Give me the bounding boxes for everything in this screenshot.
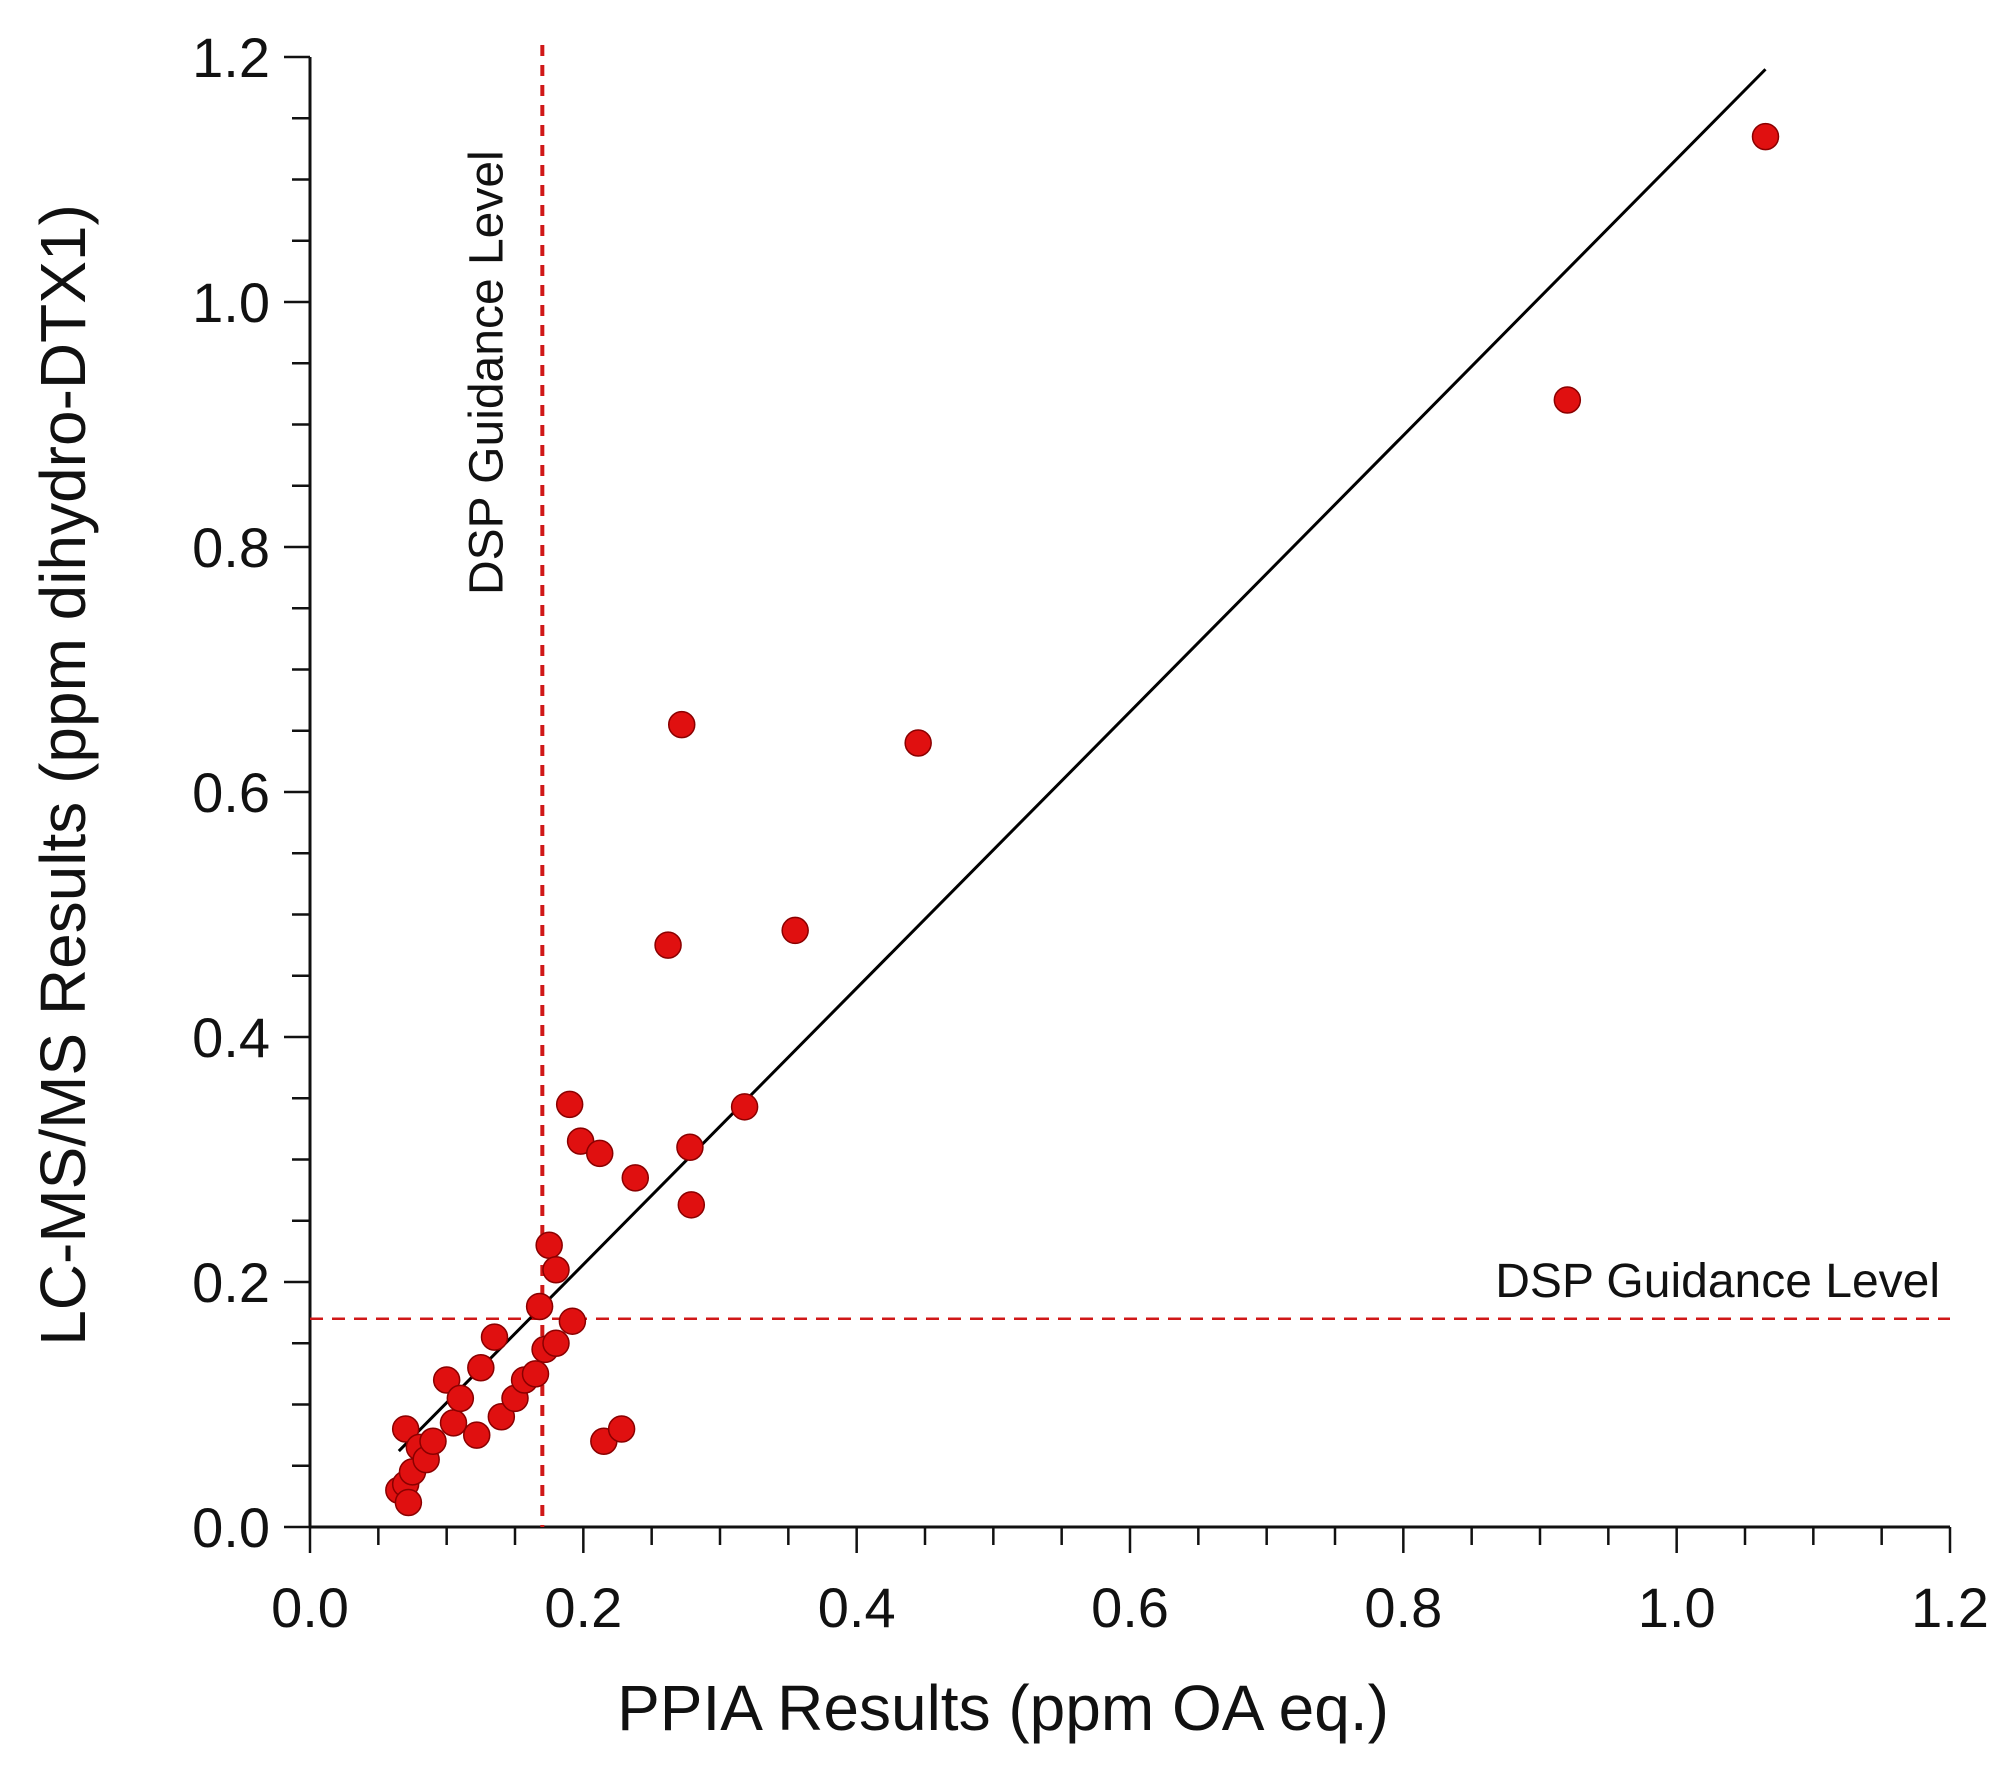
ticks [284, 55, 1952, 1553]
data-point [654, 931, 682, 959]
data-point [525, 1292, 554, 1321]
data-point [480, 1323, 509, 1351]
data-point [462, 1421, 491, 1449]
data-point [446, 1384, 475, 1413]
y-tick-label: 0.2 [192, 1251, 270, 1314]
data-point [521, 1360, 550, 1388]
data-point [607, 1415, 636, 1443]
data-point [730, 1093, 759, 1121]
y-tick-label: 1.2 [192, 26, 270, 89]
y-tick-label: 0.0 [192, 1496, 270, 1559]
guidance-label-vertical: DSP Guidance Level [460, 150, 513, 595]
data-point [677, 1191, 706, 1219]
guidance-label-horizontal: DSP Guidance Level [1495, 1255, 1940, 1308]
x-tick-label: 0.8 [1364, 1576, 1442, 1639]
x-tick-label: 0.2 [544, 1576, 622, 1639]
x-tick-label: 0.4 [818, 1576, 896, 1639]
y-tick-label: 1.0 [192, 271, 270, 334]
x-tick-label: 1.0 [1638, 1576, 1716, 1639]
tick-labels: 0.0 0.2 0.4 0.6 0.8 1.0 1.2 0.0 0.2 0.4 0.6 0.8 1.0 1… [192, 26, 1989, 1639]
y-tick-label: 0.4 [192, 1006, 270, 1069]
data-point [1751, 122, 1780, 151]
y-tick-label: 0.6 [192, 761, 270, 824]
data-point [419, 1427, 447, 1455]
regression-line [397, 68, 1767, 1453]
data-point [1553, 386, 1582, 414]
data-point [391, 1415, 420, 1443]
data-point [487, 1403, 516, 1431]
data-point [555, 1090, 584, 1119]
data-point [535, 1231, 563, 1259]
x-tick-label: 1.2 [1911, 1576, 1989, 1639]
data-point [585, 1139, 614, 1168]
data-point [667, 710, 696, 739]
data-point [676, 1133, 704, 1161]
x-axis-title: PPIA Results (ppm OA eq.) [617, 1672, 1389, 1744]
data-point [558, 1307, 587, 1335]
data-point [621, 1164, 650, 1192]
data-point [904, 729, 932, 757]
data-point [467, 1354, 495, 1382]
x-tick-label: 0.6 [1091, 1576, 1169, 1639]
data-point [781, 916, 809, 945]
data-point [439, 1409, 468, 1437]
data-point [542, 1256, 570, 1284]
data-point [542, 1329, 570, 1357]
y-tick-label: 0.8 [192, 516, 270, 579]
y-axis-title: LC-MS/MS Results (ppm dihydro-DTX1) [27, 204, 99, 1346]
x-tick-label: 0.0 [271, 1576, 349, 1639]
data-point [394, 1488, 423, 1517]
data-point [432, 1366, 461, 1394]
data-points [385, 122, 1780, 1517]
